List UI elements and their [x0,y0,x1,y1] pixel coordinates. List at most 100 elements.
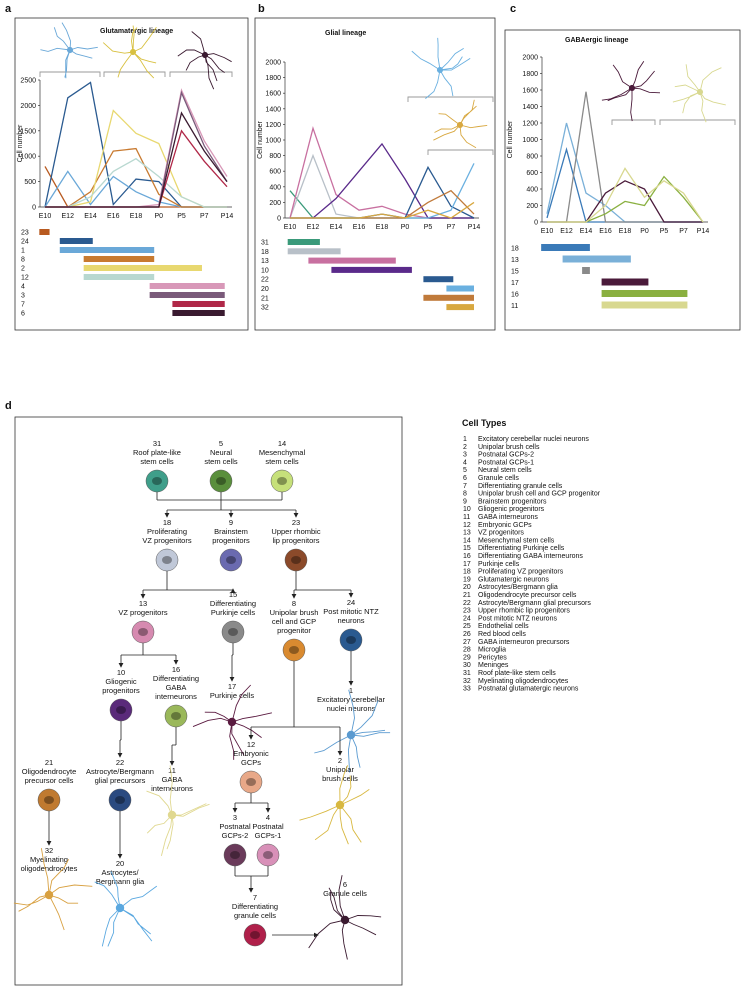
legend-name: Excitatory cerebellar nuclei neurons [478,436,589,443]
gantt-label: 18 [261,249,269,256]
cell-icon [177,31,232,90]
legend-name: Brainstem progenitors [478,498,547,505]
cell-icon [13,848,93,931]
node-nucleus [291,556,301,564]
legend-name: GABA interneuron precursors [478,639,570,646]
legend-name: Unipolar brush cell and GCP progenitor [478,491,601,498]
cell-icon-soma [115,903,125,913]
gantt-bar [308,257,396,264]
y-axis-label: Cell number [17,124,24,162]
gantt-bar [287,248,341,255]
gantt-label: 6 [21,311,25,318]
panel-frame [254,17,496,331]
legend-number: 11 [463,514,470,521]
legend-number: 30 [463,662,471,669]
node-label: stem cells [140,457,174,466]
x-tick-label: P7 [447,224,456,231]
legend-number: 22 [463,600,471,607]
legend-name: Astrocytes/Bergmann glia [478,584,558,591]
gantt-bar [59,238,93,244]
bracket [39,71,101,77]
connector [143,571,233,591]
gantt-label: 24 [21,239,29,246]
gantt-label: 21 [261,295,269,302]
legend-name: VZ progenitors [478,530,524,537]
node-nucleus [246,778,256,786]
node-label: interneurons [155,692,197,701]
y-tick-label: 500 [24,179,36,186]
x-tick-label: E18 [376,224,389,231]
node-cell [219,548,243,572]
legend-name: Upper rhombic lip progenitors [478,608,570,615]
legend-number: 28 [463,647,471,654]
node-label: Gliogenic [105,677,137,686]
node-number: 13 [139,599,147,608]
legend-title: Cell Types [462,418,506,428]
legend-name: Embryonic GCPs [478,522,532,529]
x-tick-label: P7 [679,228,688,235]
cell-icon-soma [66,46,74,54]
gantt-label: 11 [511,303,518,310]
node-number: 14 [278,439,286,448]
y-tick-label: 600 [269,169,281,176]
cell-icon [40,22,98,79]
x-tick-label: P5 [177,213,186,220]
legend-number: 32 [463,678,471,685]
node-label: Roof plate-like [133,448,181,457]
node-nucleus [171,712,181,720]
legend-number: 13 [463,530,471,537]
node-label: Oligodendrocyte [22,767,77,776]
gantt-bar [172,301,225,307]
legend-name: Postnatal GCPs-1 [478,459,534,466]
bracket [427,149,494,155]
x-tick-label: P7 [200,213,209,220]
bracket [169,71,233,77]
legend-name: Postnatal glutamatergic neurons [478,686,579,693]
gantt-bar [83,274,155,280]
node-label: Astrocyte/Bergmann [86,767,154,776]
gantt-label: 7 [21,302,25,309]
connector [156,492,296,511]
node-label: Unipolar [326,765,354,774]
y-tick-label: 1800 [522,71,538,78]
chart-title: Glial lineage [325,30,366,37]
cell-icon-soma [129,48,137,56]
node-number: 18 [163,518,171,527]
legend-name: Glutamatergic neurons [478,576,549,583]
node-label: Unipolar brush [270,608,319,617]
node-label: Proliferating [147,527,187,536]
node-label: VZ progenitors [118,608,167,617]
legend-number: 23 [463,608,471,615]
node-number: 1 [349,686,353,695]
legend-name: Pericytes [478,654,507,661]
cell-icon [433,99,488,149]
gantt-bar [39,229,50,235]
node-number: 12 [247,740,255,749]
node-label: Differentiating [210,599,256,608]
x-tick-label: E12 [62,213,75,220]
x-tick-label: E14 [330,224,343,231]
node-label: lip progenitors [272,536,319,545]
x-tick-label: E18 [619,228,632,235]
gantt-label: 2 [21,266,25,273]
legend-name: Differentiating granule cells [478,483,563,490]
node-label: Bergmann glia [96,877,145,886]
y-tick-label: 800 [526,154,538,161]
node-nucleus [44,796,54,804]
series-line [546,122,703,223]
legend-number: 16 [463,553,471,560]
series-line [547,91,703,223]
y-axis-label: Cell number [507,120,514,158]
x-tick-label: P5 [660,228,669,235]
node-label: progenitors [102,686,140,695]
x-tick-label: E16 [599,228,612,235]
x-tick-label: P5 [424,224,433,231]
cell-icon-soma [628,84,636,92]
gantt-bar [59,247,155,253]
connector [121,643,176,656]
node-label: GCPs-2 [222,831,249,840]
diagram-frame [14,416,403,986]
node-label: Upper rhombic [271,527,320,536]
x-tick-label: P0 [154,213,163,220]
node-nucleus [226,556,236,564]
